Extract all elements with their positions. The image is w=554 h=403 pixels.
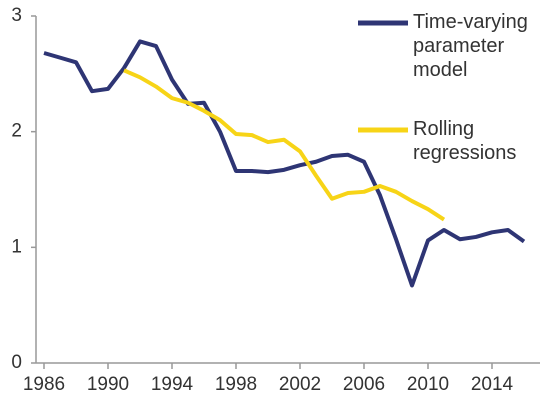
x-tick-label: 1998 <box>215 374 257 395</box>
x-tick-label: 2002 <box>279 374 321 395</box>
x-tick-label: 1990 <box>87 374 129 395</box>
legend-label: Rolling regressions <box>413 118 517 164</box>
x-tick-label: 1986 <box>23 374 65 395</box>
y-tick-label: 0 <box>11 352 22 373</box>
series-line <box>123 68 446 222</box>
series-line <box>43 39 526 288</box>
x-tick-label: 2014 <box>471 374 514 395</box>
x-tick-label: 2006 <box>343 374 385 395</box>
legend-label: Time-varying parameter model <box>413 11 528 81</box>
x-tick-label: 2010 <box>407 374 449 395</box>
y-tick-label: 1 <box>11 236 22 257</box>
y-tick-label: 2 <box>11 121 22 142</box>
y-tick-label: 3 <box>11 5 22 26</box>
x-tick-label: 1994 <box>151 374 194 395</box>
